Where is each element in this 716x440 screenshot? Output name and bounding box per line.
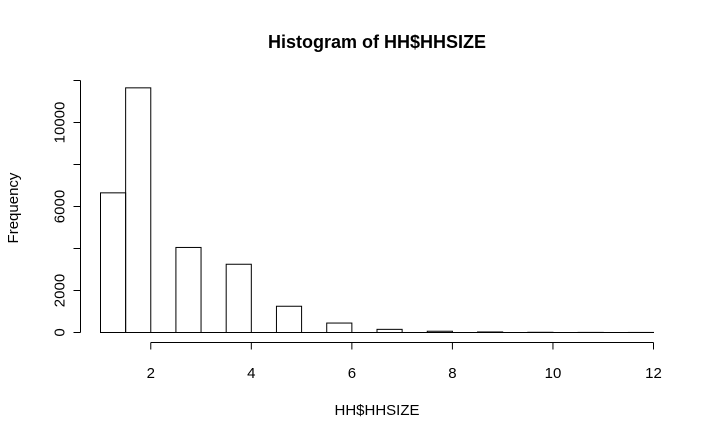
- y-tick-label: 6000: [52, 190, 69, 223]
- x-tick-label: 6: [348, 365, 356, 382]
- y-axis: 0 2000 6000 10000: [52, 80, 81, 337]
- histogram-bar: [376, 328, 403, 334]
- x-axis: 2 4 6 8 10 12: [147, 342, 662, 382]
- bars-group: [100, 87, 655, 334]
- histogram-bar: [125, 87, 152, 333]
- histogram-bar: [225, 263, 252, 333]
- y-axis-label: Frequency: [5, 172, 22, 243]
- x-tick-label: 10: [545, 365, 562, 382]
- histogram-bar: [100, 192, 127, 333]
- x-tick-label: 12: [645, 365, 662, 382]
- histogram-bar: [326, 322, 353, 333]
- y-tick-label: 2000: [52, 274, 69, 307]
- x-tick-label: 2: [147, 365, 155, 382]
- x-tick-label: 4: [247, 365, 255, 382]
- y-tick-label: 10000: [52, 102, 69, 144]
- histogram-bar: [426, 330, 453, 333]
- chart-title: Histogram of HH$HHSIZE: [268, 32, 486, 52]
- x-tick-label: 8: [448, 365, 456, 382]
- y-tick-label: 0: [52, 328, 69, 336]
- histogram-bar: [275, 305, 303, 333]
- x-axis-label: HH$HHSIZE: [334, 402, 419, 419]
- histogram-bar: [477, 331, 504, 334]
- histogram-bar: [175, 246, 202, 333]
